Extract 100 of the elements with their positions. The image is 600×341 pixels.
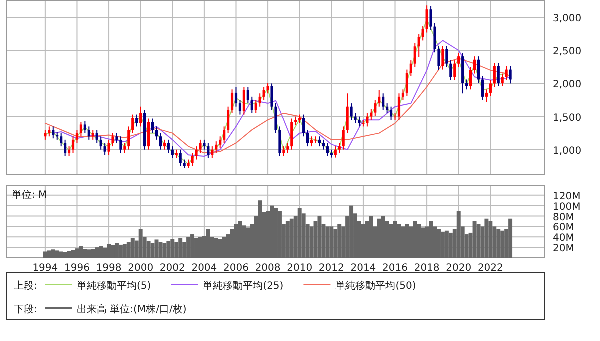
x-tick-label: 2010 [287, 263, 313, 274]
bar [166, 241, 171, 258]
bar [429, 221, 434, 258]
candlestick [426, 5, 428, 34]
bar [405, 224, 410, 258]
candlestick [246, 86, 250, 104]
bar [126, 242, 131, 258]
bar [278, 211, 282, 258]
candlestick [76, 130, 79, 144]
bar [63, 252, 68, 258]
candlestick [469, 66, 472, 90]
candlestick [104, 142, 106, 156]
candlestick [485, 89, 488, 103]
candlestick [481, 76, 484, 101]
bar [55, 250, 60, 258]
legend-label: 単純移動平均(25) [203, 280, 284, 292]
bar [270, 206, 274, 258]
candlestick [48, 126, 51, 138]
bar [413, 221, 418, 258]
candlestick [230, 89, 234, 114]
candlestick [234, 86, 238, 108]
bar [421, 228, 426, 258]
candlestick [402, 89, 405, 101]
y-tick-label: 100M [553, 202, 581, 213]
y-tick-label: 3,000 [553, 14, 582, 25]
y-tick-label: 20M [553, 244, 574, 255]
bar [178, 238, 183, 258]
candlestick [167, 139, 170, 154]
bar [338, 224, 342, 258]
bar [417, 224, 422, 258]
bar [258, 200, 262, 258]
candlestick [278, 126, 282, 157]
bar [496, 229, 501, 258]
x-tick-label: 2002 [160, 263, 186, 274]
bar [448, 232, 453, 258]
candlestick [112, 132, 114, 148]
x-tick-label: 2018 [414, 263, 440, 274]
bar [118, 244, 123, 258]
candlestick [434, 22, 436, 54]
candlestick [342, 126, 345, 150]
candlestick [454, 60, 456, 81]
candlestick [199, 139, 202, 154]
bar [440, 232, 445, 258]
candlestick [346, 93, 349, 134]
candlestick [72, 136, 75, 154]
candlestick [378, 90, 381, 108]
bar [158, 242, 163, 258]
bar [138, 229, 143, 258]
candlestick [430, 6, 432, 31]
bar [389, 224, 394, 258]
candlestick [450, 60, 452, 81]
candlestick [207, 142, 210, 159]
legend-label: 単純移動平均(5) [77, 280, 152, 292]
bar [107, 244, 112, 258]
candlestick [274, 103, 278, 134]
candlestick [366, 112, 369, 128]
x-tick-label: 2004 [192, 263, 218, 274]
bar [290, 218, 294, 258]
candlestick [116, 132, 118, 144]
bar [79, 246, 84, 258]
candlestick [466, 79, 468, 90]
bar [500, 230, 505, 258]
candlestick [370, 109, 373, 121]
bar [47, 250, 52, 258]
bar [350, 206, 354, 258]
candlestick [418, 34, 420, 58]
bar [214, 238, 218, 258]
x-tick-label: 2022 [478, 263, 504, 274]
y-tick-label: 120M [553, 191, 581, 202]
candlestick [438, 45, 440, 71]
candlestick [493, 62, 496, 88]
bar [83, 249, 88, 258]
candlestick [266, 82, 270, 94]
bar [198, 237, 202, 258]
x-tick-label: 2016 [382, 263, 408, 274]
legend-title: 上段: [14, 280, 38, 292]
candlestick [203, 139, 206, 150]
candlestick [422, 26, 424, 42]
candlestick [374, 100, 377, 117]
x-tick-label: 2020 [446, 263, 472, 274]
bar [330, 226, 334, 258]
bar [122, 244, 127, 258]
bar [377, 218, 382, 258]
candlestick [151, 118, 154, 134]
candlestick [128, 126, 130, 150]
candlestick [80, 122, 83, 138]
y-tick-label: 2,000 [553, 80, 582, 91]
bar [150, 243, 155, 258]
bar [298, 208, 302, 258]
candlestick [406, 69, 408, 97]
bar [218, 239, 222, 258]
bar [484, 218, 489, 258]
bar [146, 241, 151, 258]
bar [472, 221, 477, 258]
candlestick [326, 142, 329, 157]
candlestick [302, 114, 306, 138]
candlestick [132, 114, 134, 134]
bar [162, 243, 167, 258]
candlestick [382, 93, 385, 111]
candlestick [477, 56, 480, 84]
